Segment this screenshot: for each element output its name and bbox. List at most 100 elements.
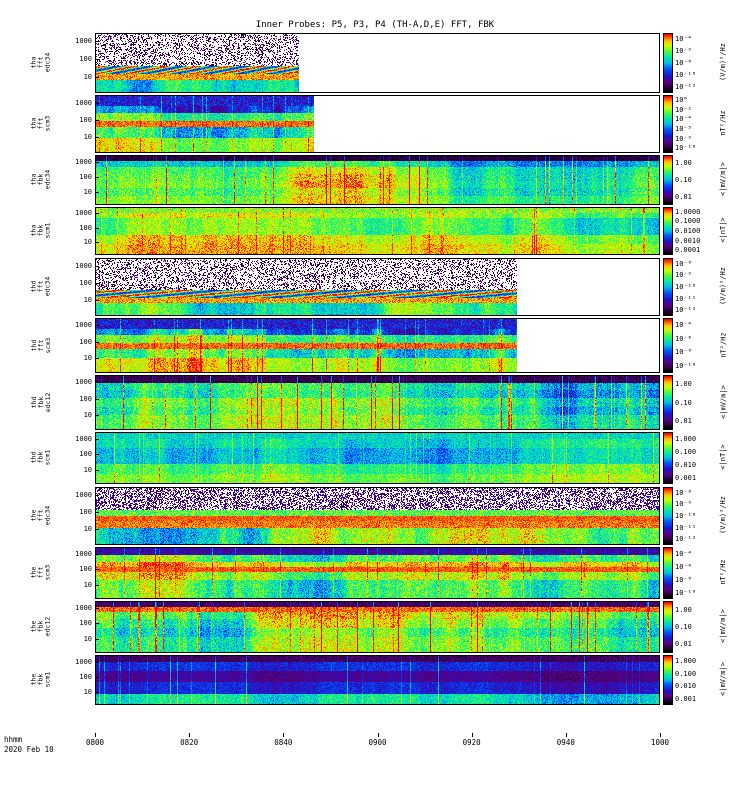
colorbar-cb-tha-fbk-scm1 [663,207,673,255]
y-tick-label: 10 [83,133,92,142]
y-tick-mark [95,382,99,384]
spectrogram-panel-tha-fbk-scm1[interactable] [95,207,660,255]
x-tick-label: 1000 [650,738,670,747]
y-tick-mark [95,300,99,302]
colorbar-tick-label: 0.10 [675,623,692,631]
y-tick-mark [95,191,99,193]
colorbar-cb-the-fft-edc34 [663,487,673,545]
colorbar-unit-label: <|mV/m|> [719,662,727,696]
y-tick-label: 10 [83,354,92,363]
panel-label-the-fbk-scm1: the fbk scm1 [30,645,52,715]
spectrogram-panel-thd-fft-edc34[interactable] [95,258,660,316]
y-tick-label: 10 [83,525,92,534]
y-tick-mark [95,691,99,693]
y-tick-mark [95,676,99,678]
y-tick-label: 10 [83,580,92,589]
panel-data-the-fbk-edc12 [96,602,659,652]
colorbar-cb-the-fbk-scm1 [663,655,673,705]
y-tick-label: 100 [79,507,92,516]
colorbar-tick-label: 10⁻⁹ [675,134,692,143]
colorbar-tick-label: 10⁻¹⁰ [675,512,697,520]
y-tick-label: 1000 [75,98,92,107]
panel-data-tha-fbk-scm1 [96,208,659,254]
panel-data-thd-fft-edc34 [96,259,517,315]
spectrogram-panel-the-fft-scm3[interactable] [95,547,660,599]
colorbar-tick-label: 1.000 [675,434,697,443]
y-tick-mark [95,341,99,343]
y-tick-label: 100 [79,115,92,124]
date-value: 2020 Feb 10 [4,745,54,754]
x-tick-mark [189,733,191,737]
colorbar-cb-thd-fbk-edc12 [663,375,673,430]
panel-data-tha-fft-scm3 [96,96,314,152]
colorbar-tick-label: 0.1000 [675,217,701,226]
x-tick-label: 0840 [274,738,293,747]
y-tick-mark [95,529,99,531]
y-tick-mark [95,161,99,163]
y-tick-mark [95,358,99,360]
x-tick-mark [283,733,285,737]
y-tick-label: 100 [79,337,92,346]
y-tick-mark [95,415,99,417]
colorbar-tick-label: 10⁻¹² [675,306,697,315]
colorbar-tick-label: 0.010 [675,682,697,691]
colorbar-cb-thd-fbk-scm1 [663,432,673,484]
colorbar-tick-label: 10⁻⁴ [675,549,692,558]
colorbar-cb-thd-fft-scm3 [663,318,673,373]
colorbar-cb-thd-fft-edc34 [663,258,673,316]
colorbar-tick-label: 1.0000 [675,207,701,216]
colorbar-cb-tha-fft-scm3 [663,95,673,153]
spectrogram-panel-thd-fbk-edc12[interactable] [95,375,660,430]
spectrogram-panel-tha-fft-edc34[interactable] [95,33,660,93]
colorbar-tick-label: 10⁻¹⁰ [675,283,697,291]
colorbar-tick-label: 10⁻² [675,105,692,114]
page-title: Inner Probes: P5, P3, P4 (TH-A,D,E) FFT,… [255,20,495,30]
y-tick-mark [95,227,99,229]
y-tick-mark [95,265,99,267]
colorbar-tick-label: 0.0010 [675,236,701,245]
panel-data-thd-fft-scm3 [96,319,517,372]
y-tick-mark [95,511,99,513]
colorbar-cb-the-fft-scm3 [663,547,673,599]
y-tick-mark [95,242,99,244]
y-tick-label: 10 [83,72,92,81]
y-tick-mark [95,325,99,327]
spectrogram-panel-tha-fbk-edc34[interactable] [95,155,660,205]
y-tick-mark [95,454,99,456]
y-tick-mark [95,438,99,440]
spectrogram-panel-tha-fft-scm3[interactable] [95,95,660,153]
colorbar-tick-label: 10⁻⁸ [675,575,692,584]
x-tick-label: 0800 [85,738,105,747]
colorbar-tick-label: 10⁻¹⁰ [675,71,697,79]
y-tick-label: 1000 [75,549,92,558]
colorbar-tick-label: 0.01 [675,192,692,201]
colorbar-tick-label: 0.010 [675,460,697,469]
spectrogram-panel-thd-fbk-scm1[interactable] [95,432,660,484]
colorbar-tick-label: 0.10 [675,176,692,184]
x-tick-mark [95,733,96,737]
colorbar-tick-label: 10⁻⁴ [675,320,692,329]
spectrogram-panel-the-fbk-edc12[interactable] [95,601,660,653]
y-tick-label: 100 [79,619,92,628]
colorbar-tick-label: 10⁻⁸ [675,59,692,67]
colorbar-tick-label: 10⁻⁹ [675,500,692,509]
spectrogram-panel-the-fft-edc34[interactable] [95,487,660,545]
colorbar-tick-label: 10⁻⁸ [675,488,692,497]
colorbar-tick-label: 10⁻⁶ [675,334,692,343]
colorbar-tick-label: 0.100 [675,447,697,456]
colorbar-tick-label: 10⁻¹¹ [675,523,697,532]
y-tick-label: 100 [79,278,92,287]
spectrogram-panel-thd-fft-scm3[interactable] [95,318,660,373]
colorbar-tick-label: 10⁻⁹ [675,47,692,55]
panel-data-tha-fft-edc34 [96,34,300,92]
colorbar-tick-label: 10⁻⁵ [675,124,692,133]
x-axis: 0800 0820 0840 0900 0920 0940 1000 [86,733,669,763]
x-tick-mark [377,733,379,737]
y-tick-mark [95,137,99,139]
spectrogram-panel-the-fbk-scm1[interactable] [95,655,660,705]
colorbar-tick-label: 0.001 [675,473,697,482]
y-tick-mark [95,553,99,555]
y-tick-mark [95,282,99,284]
colorbar-tick-label: 10⁻¹² [675,535,697,544]
x-tick-mark [565,733,567,737]
